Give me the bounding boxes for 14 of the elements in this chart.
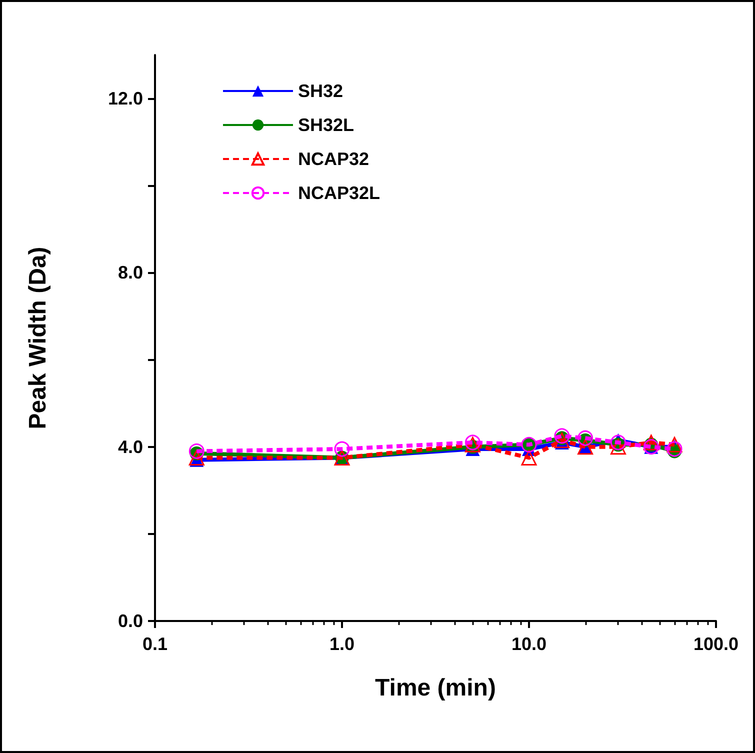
- x-tick-label: 100.0: [693, 634, 739, 654]
- y-tick-label: 0.0: [118, 611, 143, 631]
- x-tick-label: 0.1: [142, 634, 168, 654]
- legend-label: NCAP32L: [298, 183, 380, 203]
- legend-label: SH32: [298, 81, 344, 101]
- y-axis-title: Peak Width (Da): [24, 246, 52, 430]
- legend-label: NCAP32: [298, 149, 370, 169]
- y-tick-label: 12.0: [108, 88, 143, 109]
- x-axis-title: Time (min): [375, 674, 496, 702]
- y-tick-label: 4.0: [118, 436, 143, 457]
- x-tick-label: 1.0: [329, 634, 355, 654]
- x-tick-label: 10.0: [511, 634, 547, 654]
- legend-label: SH32L: [298, 115, 354, 135]
- y-tick-label: 8.0: [118, 262, 143, 283]
